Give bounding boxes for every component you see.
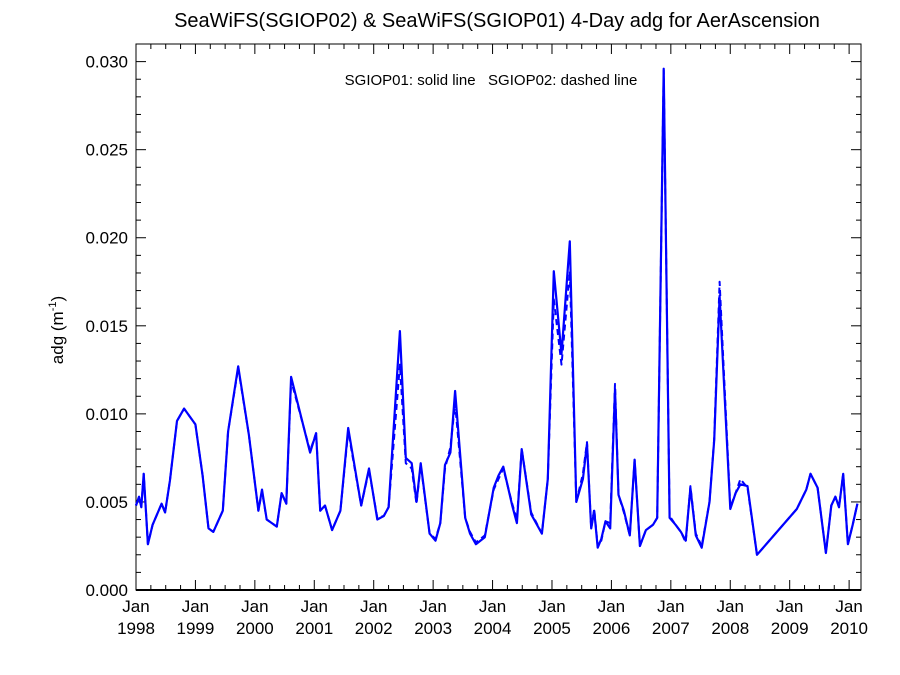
x-tick-month: Jan bbox=[657, 597, 684, 616]
x-tick-year: 1998 bbox=[117, 619, 155, 638]
x-tick-month: Jan bbox=[835, 597, 862, 616]
x-tick-year: 2000 bbox=[236, 619, 274, 638]
y-axis-label-close: ) bbox=[48, 296, 67, 302]
x-tick-month: Jan bbox=[717, 597, 744, 616]
x-tick-month: Jan bbox=[360, 597, 387, 616]
x-tick-month: Jan bbox=[122, 597, 149, 616]
y-tick-label: 0.000 bbox=[85, 581, 128, 600]
x-tick-year: 2007 bbox=[652, 619, 690, 638]
y-tick-label: 0.025 bbox=[85, 141, 128, 160]
y-axis-label: adg (m-1) bbox=[47, 296, 67, 364]
x-tick-month: Jan bbox=[776, 597, 803, 616]
chart-title: SeaWiFS(SGIOP02) & SeaWiFS(SGIOP01) 4-Da… bbox=[174, 10, 820, 32]
series-line-sgiop01 bbox=[134, 67, 859, 556]
x-tick-year: 2001 bbox=[295, 619, 333, 638]
x-tick-month: Jan bbox=[598, 597, 625, 616]
x-tick-year: 2008 bbox=[711, 619, 749, 638]
y-tick-label: 0.030 bbox=[85, 53, 128, 72]
x-tick-year: 2006 bbox=[592, 619, 630, 638]
x-tick-month: Jan bbox=[419, 597, 446, 616]
y-axis-label-main: adg (m bbox=[48, 311, 67, 364]
x-tick-year: 2005 bbox=[533, 619, 571, 638]
x-tick-year: 1999 bbox=[177, 619, 215, 638]
x-tick-year: 2003 bbox=[414, 619, 452, 638]
x-tick-year: 2004 bbox=[474, 619, 512, 638]
series-line-sgiop02 bbox=[135, 69, 859, 556]
x-tick-year: 2009 bbox=[771, 619, 809, 638]
y-tick-label: 0.005 bbox=[85, 493, 128, 512]
y-tick-label: 0.020 bbox=[85, 229, 128, 248]
plot-frame bbox=[135, 43, 862, 591]
x-tick-year: 2002 bbox=[355, 619, 393, 638]
y-tick-label: 0.010 bbox=[85, 405, 128, 424]
x-tick-year: 2010 bbox=[830, 619, 868, 638]
line-style-annotation: SGIOP01: solid line SGIOP02: dashed line bbox=[345, 72, 638, 89]
y-axis-label-sup: -1 bbox=[47, 301, 59, 311]
y-tick-label: 0.015 bbox=[85, 317, 128, 336]
plot-area: 0.000 0.005 0.010 0.015 0.020 0.025 0.030 Jan 19… bbox=[85, 43, 868, 638]
x-tick-month: Jan bbox=[241, 597, 268, 616]
x-tick-month: Jan bbox=[538, 597, 565, 616]
x-tick-month: Jan bbox=[301, 597, 328, 616]
x-tick-month: Jan bbox=[479, 597, 506, 616]
x-tick-month: Jan bbox=[182, 597, 209, 616]
